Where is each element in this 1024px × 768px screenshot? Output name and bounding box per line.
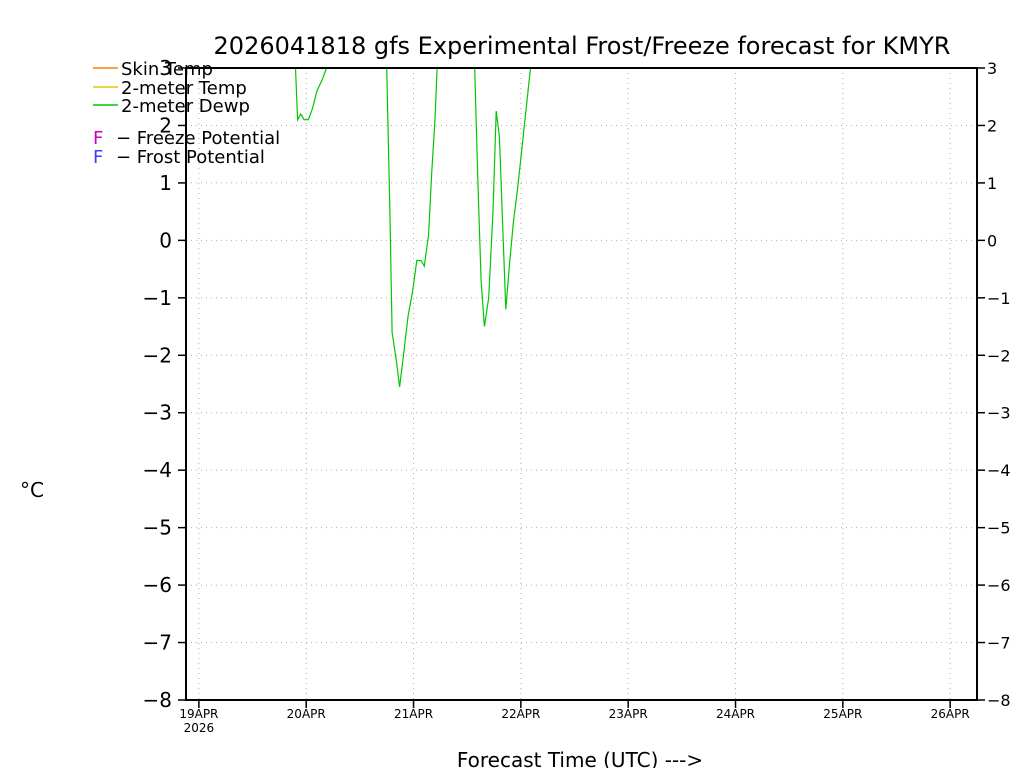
x-tick-label: 23APR	[609, 707, 648, 721]
y-tick-label-left: −3	[143, 401, 172, 425]
x-tick-label: 24APR	[716, 707, 755, 721]
y-tick-label-left: 0	[159, 228, 172, 252]
legend-label: − Freeze Potential	[116, 128, 280, 149]
y-tick-label-right: 2	[987, 116, 997, 135]
y-tick-label-right: 1	[987, 174, 997, 193]
grid-lines	[186, 68, 977, 700]
legend-label: 2-meter Dewp	[121, 96, 250, 117]
dewpoint-series-line	[386, 67, 438, 387]
y-tick-label-right: −2	[987, 346, 1011, 365]
x-tick-label: 25APR	[823, 707, 862, 721]
y-axis: 3 3 2 2 1 1 0 0 −1 −1 −2 −2 −3 −3 −4 −4 −5 −5 −6 −6 −7 −7 −8 −8	[143, 56, 1011, 712]
x-tick-year-label: 2026	[184, 721, 215, 735]
chart-title: 2026041818 gfs Experimental Frost/Freeze…	[214, 32, 951, 60]
x-axis-label: Forecast Time (UTC) --->	[457, 748, 703, 768]
x-axis: 19APR 20APR 21APR 22APR 23APR 24APR 25APR 26APR…	[179, 700, 970, 735]
y-tick-label-left: −6	[143, 573, 172, 597]
y-tick-label-right: −5	[987, 519, 1011, 538]
y-tick-label-left: −1	[143, 286, 172, 310]
y-tick-label-right: −7	[987, 634, 1011, 653]
y-tick-label-left: −2	[143, 343, 172, 367]
x-tick-label: 19APR	[179, 707, 218, 721]
y-tick-label-left: −8	[143, 688, 172, 712]
dewpoint-series-line	[294, 67, 328, 122]
y-tick-label-right: −3	[987, 404, 1011, 423]
dewpoint-series-line	[474, 67, 532, 327]
y-tick-label-right: −4	[987, 461, 1011, 480]
x-tick-label: 26APR	[931, 707, 970, 721]
y-tick-label-right: −1	[987, 289, 1011, 308]
y-tick-label-left: 1	[159, 171, 172, 195]
legend-label: 2-meter Temp	[121, 78, 247, 99]
x-tick-label: 20APR	[287, 707, 326, 721]
x-tick-label: 21APR	[394, 707, 433, 721]
plot-frame	[185, 67, 978, 701]
y-tick-label-left: 2	[159, 113, 172, 137]
y-tick-label-right: −8	[987, 691, 1011, 710]
series-layer	[294, 67, 532, 387]
legend-symbol: F	[93, 147, 103, 168]
y-tick-label-right: −6	[987, 576, 1011, 595]
y-tick-label-left: −4	[143, 458, 172, 482]
legend-symbol: F	[93, 128, 103, 149]
y-tick-label-right: 3	[987, 59, 997, 78]
y-tick-label-left: 3	[159, 56, 172, 80]
y-tick-label-left: −5	[143, 516, 172, 540]
x-tick-label: 22APR	[501, 707, 540, 721]
legend-label: Skin Temp	[121, 59, 213, 80]
y-tick-label-right: 0	[987, 231, 997, 250]
legend-label: − Frost Potential	[116, 147, 265, 168]
y-tick-label-left: −7	[143, 631, 172, 655]
y-axis-label: °C	[20, 478, 44, 502]
